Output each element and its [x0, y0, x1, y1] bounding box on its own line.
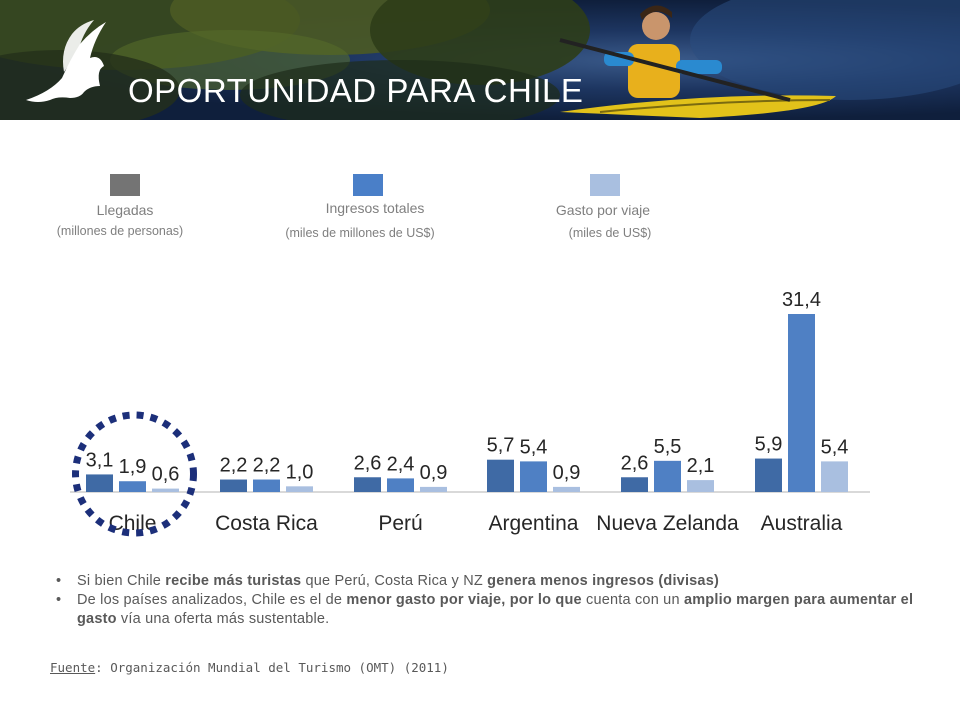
bar — [387, 478, 414, 492]
note-fragment: que Perú, Costa Rica y NZ — [301, 573, 488, 589]
data-label: 1,0 — [286, 461, 314, 483]
data-label: 5,4 — [520, 436, 548, 458]
data-label: 2,6 — [354, 452, 382, 474]
banner-photo — [0, 0, 960, 120]
legend-unit-spend: (miles de US$) — [568, 226, 652, 240]
data-label: 2,2 — [220, 455, 248, 477]
bar — [821, 461, 848, 492]
data-label: 0,6 — [152, 464, 180, 486]
data-label: 5,7 — [487, 435, 515, 457]
category-label: Australia — [761, 512, 843, 535]
bar — [420, 486, 447, 492]
data-label: 2,2 — [253, 455, 281, 477]
bar — [286, 486, 313, 492]
data-label: 3,1 — [86, 449, 114, 471]
header-banner: OPORTUNIDAD PARA CHILE — [0, 0, 960, 120]
legend-swatch-arrivals — [110, 174, 140, 196]
source-link[interactable]: Fuente — [50, 660, 96, 675]
bar — [621, 477, 648, 492]
note-fragment: De los países analizados, Chile es el de — [77, 592, 347, 608]
data-label: 1,9 — [119, 456, 147, 478]
page-title: OPORTUNIDAD PARA CHILE — [128, 72, 584, 109]
bar — [654, 460, 681, 492]
bar — [755, 458, 782, 492]
note-2-text: De los países analizados, Chile es el de… — [77, 592, 913, 627]
legend-unit-revenue: (miles de millones de US$) — [285, 226, 435, 240]
bar — [354, 477, 381, 492]
note-fragment: vía una oferta más sustentable. — [116, 611, 330, 627]
data-label: 5,5 — [654, 436, 682, 458]
bar — [553, 486, 580, 492]
category-label: Argentina — [489, 512, 579, 535]
bar — [687, 480, 714, 492]
bar — [220, 479, 247, 492]
legend-swatch-spend — [590, 174, 620, 196]
note-fragment: amplio margen para aumentar el gasto — [77, 592, 914, 627]
category-label: Chile — [109, 512, 157, 535]
note-1-text: Si bien Chile recibe más turistas que Pe… — [77, 573, 719, 589]
bullet-dot: • — [56, 573, 62, 589]
bar — [152, 488, 179, 492]
bar — [487, 459, 514, 492]
data-label: 5,9 — [755, 434, 783, 456]
note-item: • Si bien Chile recibe más turistas que P… — [56, 572, 916, 591]
note-fragment: genera menos ingresos (divisas) — [487, 573, 719, 589]
data-label: 5,4 — [821, 436, 849, 458]
bullet-dot: • — [56, 592, 62, 608]
category-label: Nueva Zelanda — [596, 512, 739, 535]
legend-label-arrivals: Llegadas — [96, 202, 154, 218]
category-label: Perú — [378, 512, 422, 535]
legend-swatch-revenue — [353, 174, 383, 196]
data-label: 31,4 — [782, 289, 821, 311]
source-note: Fuente: Organización Mundial del Turismo… — [50, 660, 449, 675]
data-label: 2,4 — [387, 453, 415, 475]
note-fragment: Si bien Chile — [77, 573, 166, 589]
note-item: • De los países analizados, Chile es el d… — [56, 591, 916, 629]
bar — [253, 479, 280, 492]
legend-unit-arrivals: (millones de personas) — [56, 224, 184, 238]
bar — [86, 474, 113, 492]
condor-logo-icon — [26, 20, 106, 102]
bar — [520, 461, 547, 492]
data-label: 2,1 — [687, 455, 715, 477]
note-fragment: cuenta con un — [581, 592, 684, 608]
bar — [788, 314, 815, 492]
data-label: 0,9 — [420, 462, 448, 484]
highlight-circle — [72, 411, 197, 537]
legend-label-spend: Gasto por viaje — [555, 202, 651, 218]
note-fragment: recibe más turistas — [165, 573, 302, 589]
notes-list: • Si bien Chile recibe más turistas que P… — [56, 572, 916, 629]
data-label: 2,6 — [621, 452, 649, 474]
source-text: : Organización Mundial del Turismo (OMT)… — [95, 660, 449, 675]
category-label: Costa Rica — [215, 512, 318, 535]
bar — [119, 481, 146, 492]
data-label: 0,9 — [553, 462, 581, 484]
note-fragment: menor gasto por viaje, por lo que — [346, 592, 582, 608]
legend-label-revenue: Ingresos totales — [325, 200, 425, 216]
